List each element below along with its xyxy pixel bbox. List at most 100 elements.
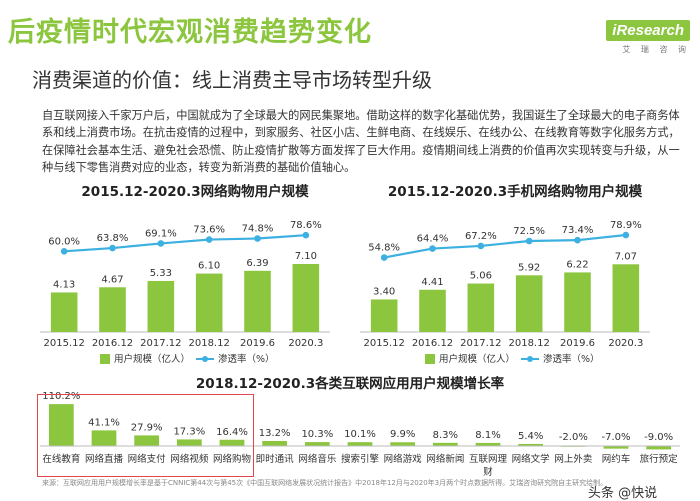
chart-1-legend-line-label: 渗透率（%） [218, 353, 275, 365]
chart-1-tick-label: 2018.12 [188, 338, 229, 349]
chart-2-line-point [574, 236, 581, 244]
chart-2-bar-label: 5.92 [518, 262, 540, 273]
chart-2-tick-label: 2018.12 [508, 338, 549, 349]
chart-3-bar [48, 404, 74, 446]
chart-2-series-line [383, 233, 626, 259]
chart-1-line-point [157, 240, 165, 247]
chart-1-bar [147, 280, 175, 332]
chart-2-legend-line-dot [527, 356, 533, 362]
chart-3-bar-label: 9.9% [390, 429, 415, 440]
chart-2-tick-label: 2016.12 [412, 338, 453, 349]
chart-2-bar-label: 3.40 [373, 286, 395, 297]
chart-1-tick-label: 2017.12 [140, 338, 181, 349]
chart-3-bar-label: -2.0% [559, 432, 588, 443]
chart-3-tick-label: 网络购物 [213, 453, 252, 465]
chart-1-point-label: 69.1% [145, 228, 177, 239]
chart-3-bar [432, 442, 458, 446]
chart-3-tick-label-cont: 财 [483, 466, 493, 478]
chart-3-tick-label: 网络直播 [85, 453, 124, 465]
chart-1-tick-label: 2019.6 [240, 338, 275, 349]
chart-1-bar [292, 264, 320, 332]
iresearch-logo: iResearch [606, 20, 690, 41]
chart-2-legend-line-label: 渗透率（%） [543, 353, 600, 365]
chart-2-bar [564, 272, 591, 332]
chart-1-bar-label: 5.33 [150, 268, 172, 279]
chart-2-point-label: 78.9% [610, 220, 642, 231]
chart-2-bar [419, 289, 446, 332]
chart-2-line-point [380, 254, 388, 261]
chart-1-line-point [60, 248, 68, 255]
chart-2-tick-label: 2019.6 [560, 338, 595, 349]
chart-3-bar [304, 442, 330, 446]
chart-2-line-point [525, 237, 533, 245]
chart-1-legend-bar-swatch [100, 354, 110, 364]
chart-3-tick-label: 互联网理 [469, 454, 508, 465]
chart-1-point-label: 63.8% [97, 233, 129, 244]
chart-3-bar-label: 110.2% [42, 391, 80, 402]
chart-3-tick-label: 网络文学 [512, 453, 550, 465]
brand-logo: iResearch 艾 瑞 咨 询 [598, 20, 690, 62]
chart-3-tick-label: 网约车 [602, 453, 631, 465]
chart-2-bar [467, 283, 495, 332]
chart-3-bar-label: 41.1% [88, 417, 120, 428]
chart-3-tick-label: 即时通讯 [256, 453, 295, 465]
chart-1-tick-label: 2020.3 [288, 338, 323, 349]
chart-2-bar-label: 6.22 [566, 259, 588, 270]
chart-3-bar [176, 439, 202, 446]
chart-2-point-label: 73.4% [562, 225, 594, 236]
page-subtitle: 消费渠道的价值：线上消费主导市场转型升级 [32, 68, 432, 92]
chart-1-bar [50, 292, 78, 332]
chart-2-bar [515, 275, 543, 332]
chart-2-line-point [429, 245, 436, 252]
chart-3-bar [475, 442, 501, 446]
chart-3-bar [390, 442, 416, 446]
chart-1-bar-label: 4.13 [53, 279, 75, 290]
chart-2-tick-label: 2020.3 [608, 338, 643, 349]
chart-1-bar-label: 7.10 [295, 251, 317, 262]
chart-3-bar [262, 440, 288, 446]
chart-3-bar-label: 10.1% [344, 429, 376, 440]
intro-paragraph: 自互联网接入千家万户后，中国就成为了全球最大的网民集聚地。借助这样的数字化基础优… [42, 109, 680, 175]
chart-3-bar [603, 446, 629, 449]
chart-1-line-point [205, 236, 213, 243]
chart-1-bar-label: 4.67 [101, 274, 123, 285]
chart-2-bar-label: 5.06 [470, 271, 492, 282]
chart-3-tick-label: 旅行预定 [640, 453, 679, 465]
chart-1-bar [99, 287, 126, 332]
chart-3-tick-label: 网络新闻 [426, 453, 464, 465]
chart-1-line-point [109, 244, 116, 252]
chart-2-point-label: 67.2% [465, 231, 497, 242]
chart-1-bar [195, 273, 223, 332]
chart-1-tick-label: 2016.12 [92, 338, 133, 349]
chart-2-legend-bar-swatch [425, 354, 435, 364]
chart-3-tick-label: 搜索引擎 [341, 453, 380, 465]
chart-3-bar-label: -7.0% [601, 432, 630, 443]
chart-1-bar-label: 6.39 [246, 258, 268, 269]
chart-1-tick-label: 2015.12 [43, 338, 84, 349]
chart-2-bar [370, 299, 398, 332]
chart-2-bar-label: 7.07 [615, 251, 637, 262]
chart-3-bar-label: 5.4% [518, 431, 543, 442]
chart-3-tick-label: 网上外卖 [554, 453, 592, 465]
chart-2-point-label: 72.5% [513, 226, 545, 237]
page-title: 后疫情时代宏观消费趋势变化 [8, 17, 372, 48]
chart-3-bar-label: 8.3% [433, 430, 458, 441]
chart-1-bar-label: 6.10 [198, 261, 220, 272]
source-note: 来源：互联网应用用户规模增长率是基于CNNIC第44次与第45次《中国互联网络发… [42, 479, 608, 487]
chart-1-legend-line-dot [202, 356, 208, 362]
chart-3-tick-label: 网络支付 [128, 453, 167, 465]
chart-2-tick-label: 2017.12 [460, 338, 501, 349]
brand-subtitle: 艾 瑞 咨 询 [622, 45, 690, 54]
chart-1-series-line [64, 234, 306, 253]
chart-3-title: 2018.12-2020.3各类互联网应用用户规模增长率 [195, 376, 505, 392]
chart-1-line-point [302, 231, 310, 239]
chart-2-line-point [622, 231, 630, 239]
chart-2-point-label: 54.8% [368, 243, 400, 254]
chart-3-tick-label: 网络音乐 [298, 453, 337, 465]
chart-2-line-point [477, 242, 485, 250]
chart-3-bar-label: 8.1% [475, 430, 500, 441]
chart-3-bar-label: 27.9% [131, 422, 163, 433]
chart-3-tick-label: 网络游戏 [384, 453, 423, 465]
chart-3-bar-label: 13.2% [259, 428, 291, 439]
